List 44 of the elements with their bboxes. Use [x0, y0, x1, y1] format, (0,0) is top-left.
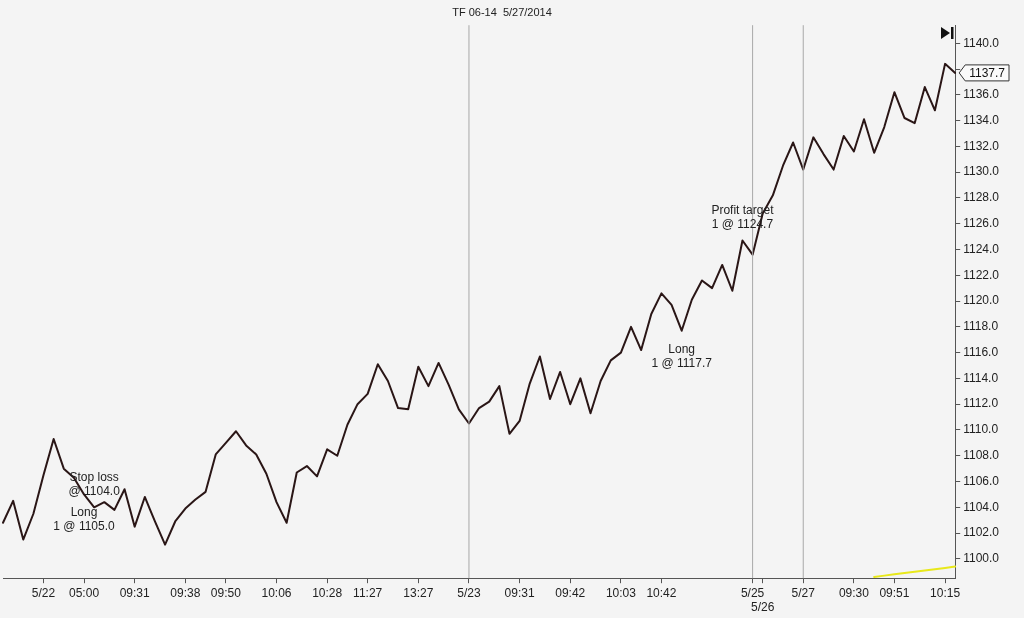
y-tick-label: 1126.0 [963, 216, 1000, 231]
x-tick-label: 5/23 [457, 585, 481, 600]
y-tick-label: 1124.0 [963, 241, 1000, 256]
x-tick-label: 09:51 [879, 585, 910, 600]
x-tick-label: 5/22 [31, 585, 56, 600]
y-tick-label: 1140.0 [963, 35, 1000, 50]
y-tick-label: 1106.0 [963, 473, 1000, 488]
y-tick-label: 1104.0 [963, 499, 1000, 514]
x-tick-label: 5/26 [751, 600, 775, 615]
x-tick-label: 05:00 [69, 585, 100, 600]
x-tick-label: 11:27 [353, 585, 383, 600]
x-tick-label: 09:31 [119, 585, 151, 600]
y-tick-label: 1122.0 [963, 267, 1000, 282]
y-tick-label: 1100.0 [963, 551, 1000, 566]
annotation: Long 1 @ 1117.7 [651, 341, 713, 370]
y-tick-label: 1108.0 [963, 448, 1000, 463]
y-tick-label: 1118.0 [963, 319, 999, 334]
y-tick-label: 1110.0 [963, 422, 999, 437]
annotation: Long 1 @ 1105.0 [53, 505, 116, 534]
chart-title: TF 06-14 5/27/2014 [452, 5, 552, 18]
y-tick-label: 1128.0 [963, 190, 1000, 205]
y-tick-label: 1134.0 [963, 112, 1000, 127]
y-tick-label: 1120.0 [963, 293, 1000, 308]
x-tick-label: 10:03 [605, 585, 637, 600]
x-tick-label: 5/27 [791, 585, 816, 600]
x-tick-label: 10:42 [646, 585, 677, 600]
x-tick-label: 13:27 [403, 585, 434, 600]
x-tick-label: 5/25 [740, 585, 765, 600]
x-tick-label: 09:31 [504, 585, 535, 600]
x-tick-label: 10:28 [312, 585, 343, 600]
x-tick-label: 09:42 [555, 585, 586, 600]
y-tick-label: 1136.0 [963, 87, 1000, 102]
y-tick-label: 1116.0 [963, 344, 999, 359]
x-tick-label: 10:15 [930, 585, 961, 600]
text: 1137.7 [969, 65, 1006, 80]
x-tick-label: 10:06 [261, 585, 292, 600]
y-tick-label: 1102.0 [963, 525, 1000, 540]
x-tick-label: 09:30 [838, 585, 870, 600]
y-tick-label: 1130.0 [963, 164, 1000, 179]
x-tick-label: 09:38 [170, 585, 201, 600]
y-tick-label: 1112.0 [963, 396, 999, 411]
y-tick-label: 1132.0 [963, 138, 1000, 153]
y-tick-label: 1114.0 [963, 370, 999, 385]
x-tick-label: 09:50 [210, 585, 242, 600]
